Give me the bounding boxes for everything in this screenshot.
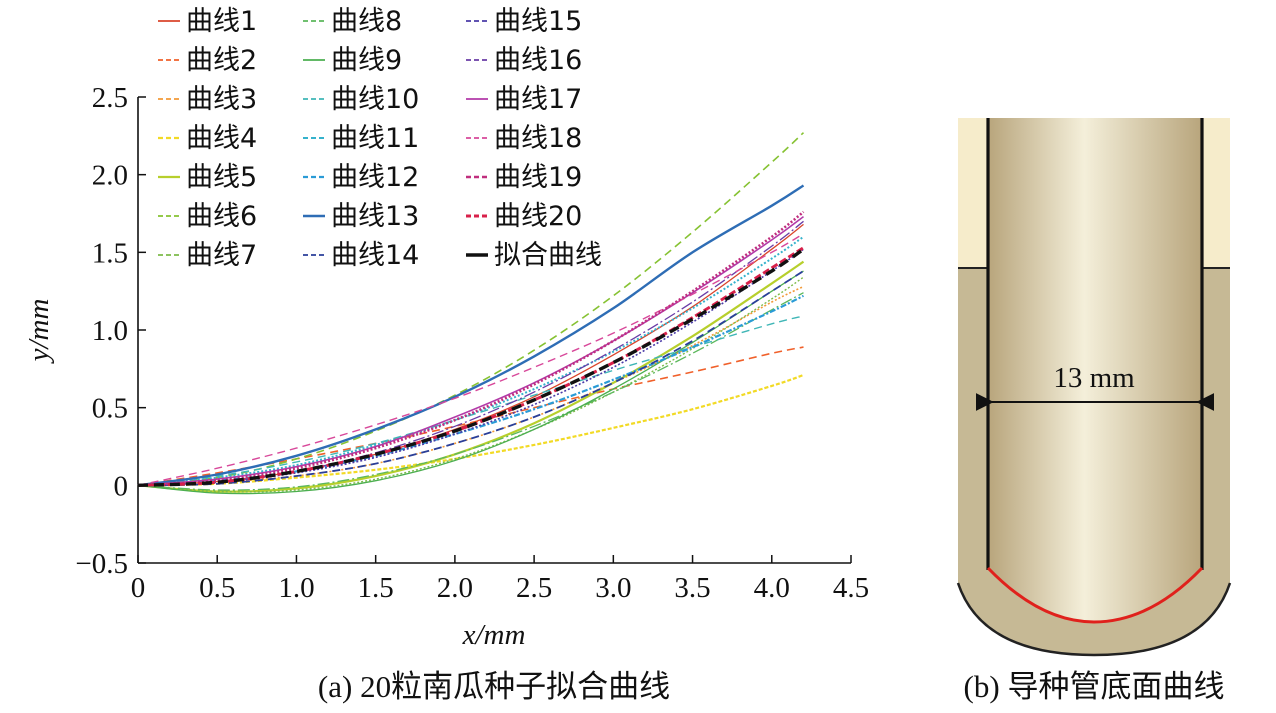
x-tick-label: 4.0 xyxy=(754,572,790,604)
y-tick-label: 2.5 xyxy=(92,82,128,114)
legend-label: 曲线18 xyxy=(494,123,582,154)
x-tick-label: 2.0 xyxy=(437,572,473,604)
legend-label: 拟合曲线 xyxy=(494,240,602,271)
series-line-20 xyxy=(137,246,805,487)
x-tick-label: 0 xyxy=(131,572,146,604)
series-line-14 xyxy=(137,270,804,487)
legend-label: 曲线15 xyxy=(494,6,582,37)
series-line-2 xyxy=(137,346,804,487)
tube-outer-bottom xyxy=(956,582,1232,657)
legend-label: 曲线16 xyxy=(494,45,582,76)
legend: 曲线1 曲线2 曲线3 曲线4 曲线5 曲线6 曲线7 曲线8 曲线9 曲线10 曲线11 曲线12 曲… xyxy=(158,6,602,271)
x-tick-label: 3.0 xyxy=(595,572,631,604)
dimension-label: 13 mm xyxy=(1053,362,1135,394)
x-tick-label: 4.5 xyxy=(833,572,869,604)
legend-label: 曲线13 xyxy=(331,201,419,232)
legend-label: 曲线19 xyxy=(494,162,582,193)
x-tick-label: 1.5 xyxy=(358,572,394,604)
legend-label: 曲线11 xyxy=(331,123,419,154)
caption-b: (b) 导种管底面曲线 xyxy=(964,669,1225,704)
tube-bottom-curve xyxy=(986,566,1204,624)
x-tick-label: 1.0 xyxy=(278,572,314,604)
legend-label: 曲线17 xyxy=(494,84,582,115)
series-line-10 xyxy=(137,315,804,487)
series-line-13 xyxy=(137,184,805,487)
series-line-17 xyxy=(137,215,804,487)
y-tick-label: 0.5 xyxy=(92,393,128,425)
x-tick-label: 0.5 xyxy=(199,572,235,604)
series-line-5 xyxy=(137,260,805,493)
legend-label: 曲线8 xyxy=(331,6,402,37)
x-axis-label: x/mm xyxy=(462,619,526,651)
x-tick-label: 3.5 xyxy=(674,572,710,604)
y-tick-label: 0 xyxy=(114,470,129,502)
series-line-11 xyxy=(137,235,805,487)
y-axis-label: y/mm xyxy=(23,299,55,365)
legend-label: 曲线3 xyxy=(186,84,257,115)
series-line-6 xyxy=(137,132,805,487)
legend-label: 曲线5 xyxy=(186,162,257,193)
legend-label: 曲线7 xyxy=(186,240,257,271)
legend-label: 曲线14 xyxy=(331,240,419,271)
series-line-19 xyxy=(137,210,805,487)
legend-label: 曲线10 xyxy=(331,84,419,115)
legend-label: 曲线2 xyxy=(186,45,257,76)
tube-bore xyxy=(988,118,1202,622)
y-tick-label: −0.5 xyxy=(75,548,128,580)
guide-tube-diagram: 13 mm xyxy=(956,118,1232,657)
series-line-8 xyxy=(137,292,804,491)
legend-label: 曲线1 xyxy=(186,6,257,37)
legend-label: 曲线6 xyxy=(186,201,257,232)
y-tick-label: 1.0 xyxy=(92,315,128,347)
curve-chart: 0 0.5 1.0 1.5 2.0 2.5 3.0 3.5 4.0 4.5−0.500.51.01… xyxy=(23,6,869,651)
y-tick-label: 2.0 xyxy=(92,160,128,192)
caption-a: (a) 20粒南瓜种子拟合曲线 xyxy=(318,669,670,704)
legend-label: 曲线4 xyxy=(186,123,257,154)
y-tick-label: 1.5 xyxy=(92,237,128,269)
series-line-18 xyxy=(137,233,804,487)
legend-label: 曲线9 xyxy=(331,45,402,76)
series-line-7 xyxy=(137,276,804,493)
legend-label: 曲线12 xyxy=(331,162,419,193)
series-group xyxy=(137,132,805,495)
series-line-9 xyxy=(137,270,804,495)
x-tick-label: 2.5 xyxy=(516,572,552,604)
tick-group: 0 0.5 1.0 1.5 2.0 2.5 3.0 3.5 4.0 4.5−0.500.51.01… xyxy=(75,82,869,604)
legend-label: 曲线20 xyxy=(494,201,582,232)
